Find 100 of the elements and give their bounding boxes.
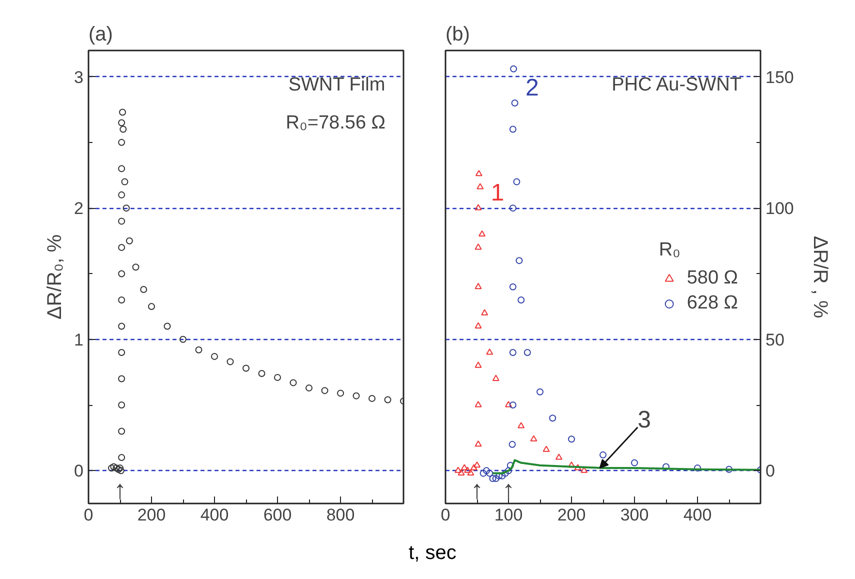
point bbox=[454, 466, 462, 473]
point bbox=[474, 204, 482, 210]
point bbox=[496, 472, 503, 480]
point bbox=[506, 462, 514, 469]
point bbox=[118, 138, 126, 146]
point bbox=[498, 472, 506, 480]
point bbox=[337, 390, 344, 397]
point bbox=[694, 464, 701, 472]
point bbox=[180, 336, 186, 343]
point bbox=[242, 364, 250, 372]
point bbox=[508, 440, 516, 448]
point bbox=[118, 119, 126, 126]
point bbox=[140, 286, 148, 293]
point bbox=[726, 466, 732, 473]
x-tick-label: 200 bbox=[557, 506, 586, 524]
annotation: SWNT Film bbox=[288, 74, 386, 96]
chart-title: (b) bbox=[446, 24, 470, 46]
point bbox=[118, 349, 126, 356]
y-tick-label: 1 bbox=[74, 330, 84, 350]
point bbox=[474, 282, 482, 290]
point bbox=[486, 348, 494, 355]
point bbox=[513, 178, 520, 186]
point bbox=[467, 469, 474, 476]
point bbox=[108, 464, 115, 472]
x-tick-label: 300 bbox=[620, 506, 649, 524]
point bbox=[148, 303, 155, 310]
point bbox=[118, 191, 126, 198]
legend-label: 580 Ω bbox=[686, 267, 738, 289]
point bbox=[481, 309, 488, 316]
x-tick-label: 800 bbox=[326, 506, 355, 524]
point bbox=[118, 296, 126, 304]
point bbox=[306, 384, 312, 392]
point bbox=[119, 108, 126, 116]
legend-title: R₀ bbox=[658, 239, 682, 261]
point bbox=[568, 436, 575, 443]
point bbox=[195, 346, 202, 354]
point bbox=[475, 170, 482, 176]
point bbox=[458, 469, 465, 476]
annotation: 3 bbox=[638, 406, 652, 434]
y-tick-label: 0 bbox=[74, 462, 84, 481]
annotation: 1 bbox=[490, 179, 504, 206]
point bbox=[384, 396, 392, 404]
point bbox=[510, 65, 518, 72]
y-tick-label: 2 bbox=[74, 199, 84, 218]
x-tick-label: 600 bbox=[263, 506, 292, 524]
point bbox=[516, 257, 523, 264]
x-axis-title: t, sec bbox=[408, 541, 456, 566]
point bbox=[530, 435, 538, 442]
annotation: ↑ bbox=[114, 474, 126, 505]
point bbox=[474, 401, 482, 408]
y-axis-title: ΔR/R₀, % bbox=[44, 234, 66, 320]
point bbox=[542, 446, 550, 452]
point bbox=[118, 428, 126, 435]
point bbox=[574, 464, 582, 470]
point bbox=[368, 394, 376, 402]
annotation: PHC Au-SWNT bbox=[612, 74, 742, 96]
point bbox=[118, 322, 126, 330]
x-tick-label: 0 bbox=[440, 506, 450, 524]
point bbox=[290, 379, 297, 386]
y-tick-label: 3 bbox=[74, 68, 84, 87]
point bbox=[226, 358, 234, 366]
point bbox=[478, 230, 486, 237]
annotation: ↑ bbox=[470, 474, 484, 505]
point bbox=[470, 464, 478, 470]
point bbox=[505, 401, 512, 408]
point bbox=[509, 204, 516, 212]
point bbox=[474, 362, 482, 368]
annotation: R₀=78.56 Ω bbox=[286, 112, 386, 134]
point bbox=[211, 352, 218, 360]
point bbox=[118, 454, 126, 462]
point bbox=[524, 349, 531, 356]
point bbox=[509, 349, 516, 356]
point bbox=[631, 459, 638, 466]
x-tick-label: 200 bbox=[137, 506, 166, 524]
point bbox=[118, 165, 126, 172]
point bbox=[489, 475, 496, 482]
point bbox=[164, 322, 171, 330]
point bbox=[321, 387, 328, 394]
point bbox=[502, 470, 509, 477]
y-tick-label: 150 bbox=[766, 68, 794, 87]
point bbox=[474, 440, 482, 447]
point bbox=[549, 414, 556, 422]
annotation: ↑ bbox=[502, 474, 515, 505]
point bbox=[120, 126, 127, 133]
point bbox=[509, 402, 516, 409]
point bbox=[352, 392, 360, 400]
annotation: 2 bbox=[526, 74, 539, 102]
y-tick-label: 100 bbox=[766, 199, 794, 218]
point bbox=[600, 451, 606, 458]
point bbox=[482, 467, 490, 474]
point bbox=[509, 283, 516, 290]
y-tick-label: 50 bbox=[766, 330, 784, 350]
point bbox=[121, 178, 128, 186]
y-axis-title: ΔR/R , % bbox=[808, 236, 831, 318]
point bbox=[474, 461, 480, 468]
point bbox=[509, 126, 516, 133]
point bbox=[518, 422, 525, 428]
point bbox=[492, 374, 500, 381]
point bbox=[474, 322, 482, 328]
point bbox=[126, 237, 133, 244]
